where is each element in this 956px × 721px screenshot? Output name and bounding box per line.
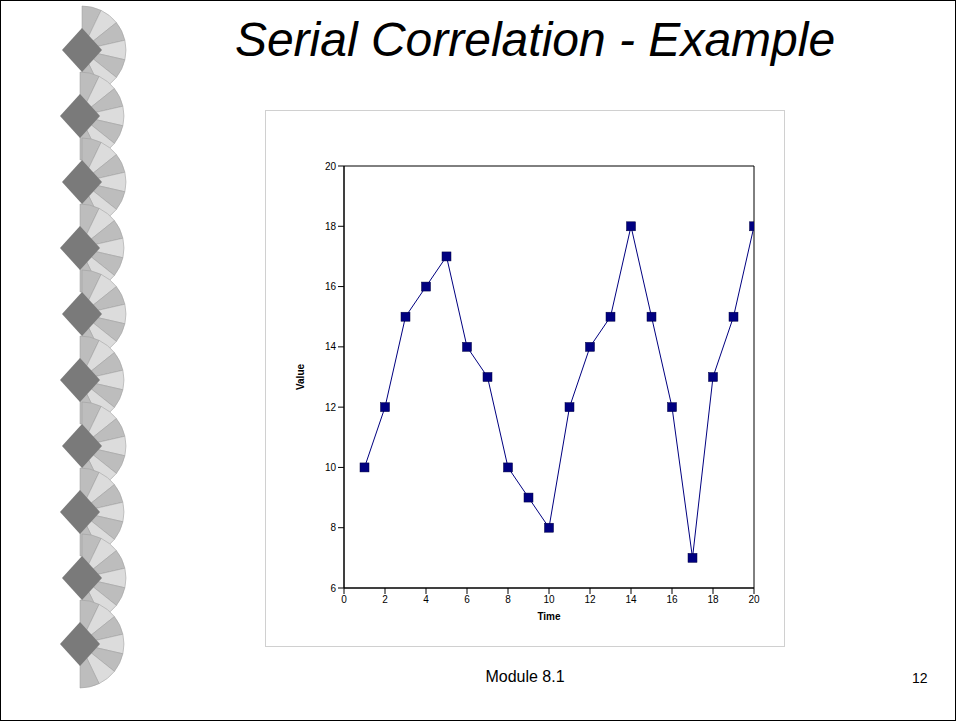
svg-text:10: 10 <box>543 594 555 605</box>
html-text:Module 8.1: Module 8.1 <box>485 668 565 685</box>
svg-text:16: 16 <box>666 594 678 605</box>
svg-text:8: 8 <box>330 522 336 533</box>
svg-text:10: 10 <box>325 462 337 473</box>
svg-text:Time: Time <box>537 611 561 622</box>
svg-text:16: 16 <box>325 281 337 292</box>
svg-text:14: 14 <box>325 341 337 352</box>
svg-text:Value: Value <box>295 364 306 391</box>
svg-text:12: 12 <box>584 594 596 605</box>
svg-text:18: 18 <box>325 221 337 232</box>
svg-text:14: 14 <box>625 594 637 605</box>
svg-text:20: 20 <box>748 594 760 605</box>
svg-text:0: 0 <box>341 594 347 605</box>
svg-text:6: 6 <box>330 583 336 594</box>
html-text:Serial Correlation - Example: Serial Correlation - Example <box>234 13 836 66</box>
svg-text:18: 18 <box>707 594 719 605</box>
svg-text:6: 6 <box>464 594 470 605</box>
svg-text:12: 12 <box>325 402 337 413</box>
html-text:12: 12 <box>912 670 928 686</box>
svg-text:8: 8 <box>505 594 511 605</box>
svg-text:4: 4 <box>423 594 429 605</box>
svg-text:20: 20 <box>325 161 337 172</box>
svg-text:2: 2 <box>382 594 388 605</box>
